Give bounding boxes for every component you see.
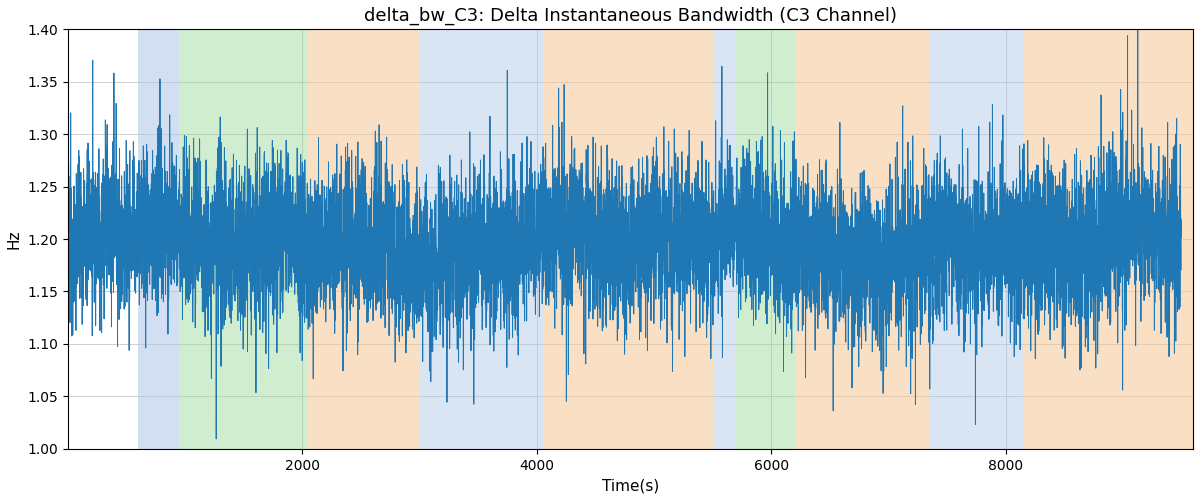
Bar — [929, 30, 1024, 449]
Bar — [794, 30, 929, 449]
Bar — [713, 30, 736, 449]
Bar — [420, 30, 542, 449]
Bar — [736, 30, 794, 449]
Bar — [138, 30, 180, 449]
Title: delta_bw_C3: Delta Instantaneous Bandwidth (C3 Channel): delta_bw_C3: Delta Instantaneous Bandwid… — [364, 7, 898, 25]
X-axis label: Time(s): Time(s) — [602, 478, 659, 493]
Y-axis label: Hz: Hz — [7, 230, 22, 249]
Bar — [308, 30, 420, 449]
Bar — [180, 30, 308, 449]
Bar — [1024, 30, 1193, 449]
Bar — [542, 30, 713, 449]
